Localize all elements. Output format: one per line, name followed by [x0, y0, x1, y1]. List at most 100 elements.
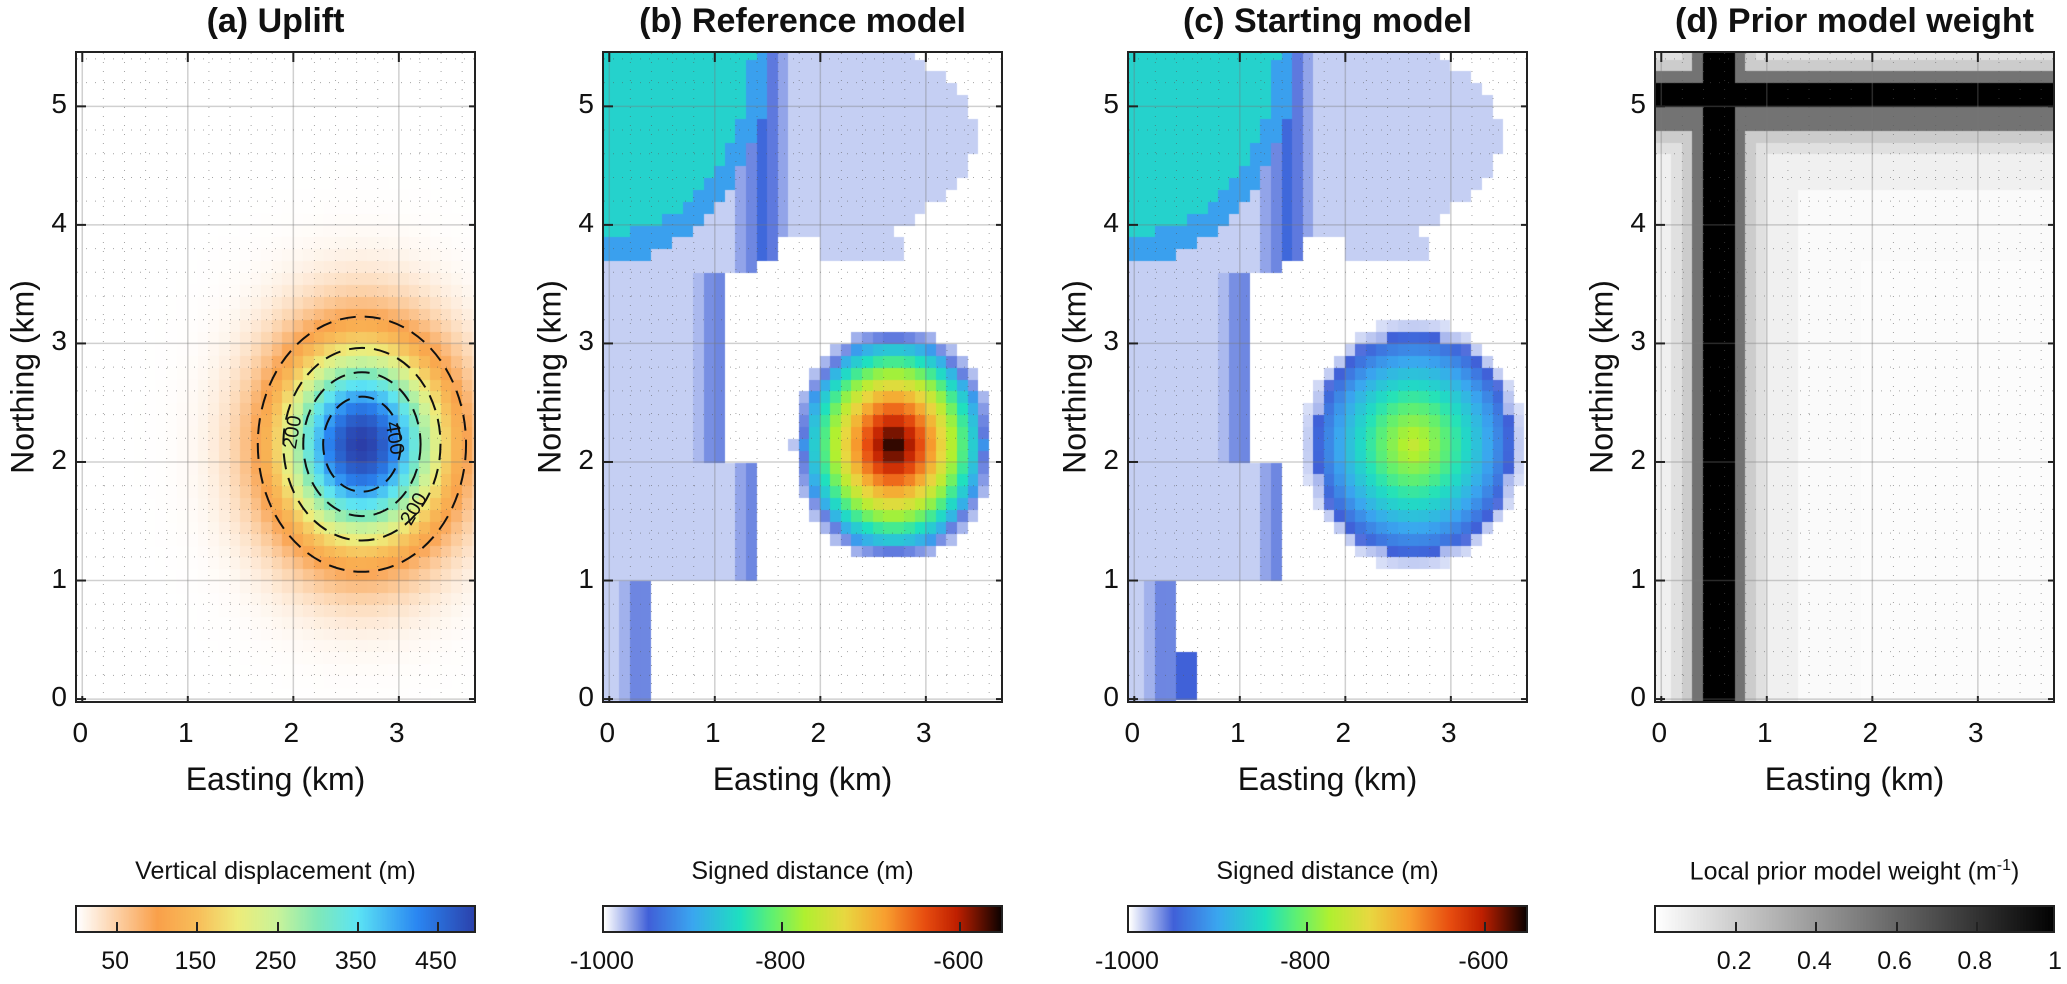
x-tick-label: 2 — [1862, 717, 1879, 748]
panel-c-ylabel: Northing (km) — [1056, 280, 1093, 474]
panel-a-xlabel: Easting (km) — [185, 761, 366, 797]
panel-b-ylabel: Northing (km) — [531, 280, 568, 474]
panel-c-heatmap — [1129, 53, 1526, 701]
panel-b-plot-area — [602, 51, 1003, 703]
colorbar-tick-label: 0.6 — [1877, 947, 1912, 975]
panel-a-colorbar — [75, 905, 476, 933]
colorbar-tick-mark — [781, 922, 784, 931]
panel-d-plot-area — [1654, 51, 2055, 703]
panel-b-colorbar-title: Signed distance (m) — [691, 857, 914, 885]
x-tick-label: 0 — [1124, 717, 1141, 748]
colorbar-tick-mark — [276, 922, 279, 931]
x-tick-label: 0 — [72, 717, 89, 748]
x-tick-label: 2 — [283, 717, 300, 748]
colorbar-tick-mark — [356, 922, 359, 931]
y-tick-label: 1 — [1103, 562, 1119, 594]
panel-d-colorbar — [1654, 905, 2055, 933]
panel-d-colorbar-title-main: Local prior model weight (m — [1689, 857, 1997, 886]
y-tick-label: 5 — [1630, 88, 1646, 120]
colorbar-tick-label: -800 — [1280, 947, 1331, 975]
panel-d-colorbar-title-sup: -1 — [1996, 857, 2011, 874]
colorbar-tick-label: -800 — [755, 947, 806, 975]
y-tick-label: 5 — [51, 88, 67, 120]
y-tick-label: 5 — [1103, 88, 1119, 120]
panel-a-colorbar-title: Vertical displacement (m) — [135, 857, 416, 885]
panel-b-title: (b) Reference model — [639, 2, 966, 40]
y-tick-label: 3 — [1630, 325, 1646, 357]
colorbar-tick-label: -1000 — [1095, 947, 1159, 975]
panel-a-plot-area: 200 400 200 — [75, 51, 476, 703]
panel-a-ylabel: Northing (km) — [4, 280, 41, 474]
panel-d-colorbar-title-end: ) — [2010, 857, 2020, 886]
y-tick-label: 4 — [51, 206, 67, 238]
y-tick-label: 4 — [1103, 206, 1119, 238]
panel-b-heatmap — [604, 53, 1001, 701]
y-tick-label: 3 — [1103, 325, 1119, 357]
y-tick-label: 4 — [1630, 206, 1646, 238]
x-tick-label: 1 — [1230, 717, 1246, 748]
x-tick-label: 1 — [1757, 717, 1773, 748]
y-tick-label: 2 — [578, 443, 594, 475]
x-tick-label: 0 — [599, 717, 616, 748]
colorbar-tick-mark — [1306, 922, 1309, 931]
panel-c-colorbar-gradient — [1129, 907, 1526, 931]
colorbar-tick-mark — [1735, 922, 1738, 931]
panel-d-xlabel: Easting (km) — [1764, 761, 1945, 797]
x-tick-label: 3 — [389, 717, 405, 748]
y-tick-label: 0 — [578, 681, 594, 713]
colorbar-tick-label: 0.2 — [1716, 947, 1752, 975]
panel-b-colorbar-gradient — [604, 907, 1001, 931]
x-tick-label: 3 — [1441, 717, 1457, 748]
panel-d-ylabel: Northing (km) — [1583, 280, 1620, 474]
colorbar-tick-label: -1000 — [570, 947, 634, 975]
colorbar-tick-mark — [1815, 922, 1818, 931]
colorbar-tick-label: 250 — [254, 947, 297, 975]
y-tick-label: 3 — [51, 325, 67, 357]
colorbar-tick-label: 50 — [101, 947, 129, 975]
panel-d-colorbar-gradient — [1656, 907, 2053, 931]
y-tick-label: 0 — [51, 681, 67, 713]
y-tick-label: 1 — [1630, 562, 1646, 594]
panel-a-title: (a) Uplift — [206, 2, 345, 40]
colorbar-tick-label: 150 — [174, 947, 217, 975]
y-tick-label: 5 — [578, 88, 594, 120]
x-tick-label: 2 — [1335, 717, 1352, 748]
colorbar-tick-label: 0.8 — [1957, 947, 1993, 975]
y-tick-label: 1 — [51, 562, 67, 594]
x-tick-label: 2 — [810, 717, 827, 748]
y-tick-label: 0 — [1103, 681, 1119, 713]
colorbar-tick-mark — [1484, 922, 1487, 931]
y-tick-label: 2 — [1103, 443, 1119, 475]
panel-c-colorbar-title: Signed distance (m) — [1216, 857, 1439, 885]
colorbar-tick-label: -600 — [933, 947, 984, 975]
panel-b-xlabel: Easting (km) — [712, 761, 893, 797]
colorbar-tick-label: 350 — [334, 947, 377, 975]
panel-d-colorbar-title: Local prior model weight (m-1) — [1690, 857, 2020, 886]
y-tick-label: 4 — [578, 206, 594, 238]
colorbar-tick-mark — [1895, 922, 1898, 931]
panel-d-title: (d) Prior model weight — [1675, 2, 2034, 40]
colorbar-tick-mark — [1975, 922, 1978, 931]
colorbar-tick-mark — [196, 922, 199, 931]
x-tick-label: 3 — [916, 717, 932, 748]
x-tick-label: 0 — [1651, 717, 1668, 748]
colorbar-tick-label: 450 — [415, 947, 457, 975]
y-tick-label: 1 — [578, 562, 594, 594]
x-tick-label: 1 — [705, 717, 721, 748]
panel-d-heatmap — [1656, 53, 2053, 701]
panel-c-xlabel: Easting (km) — [1237, 761, 1418, 797]
y-tick-label: 0 — [1630, 681, 1646, 713]
colorbar-tick-label: 0.4 — [1797, 947, 1832, 975]
colorbar-tick-mark — [436, 922, 439, 931]
colorbar-tick-mark — [116, 922, 119, 931]
panel-c-title: (c) Starting model — [1182, 2, 1473, 40]
x-tick-label: 1 — [178, 717, 194, 748]
panel-b-colorbar — [602, 905, 1003, 933]
panel-a-heatmap — [77, 53, 474, 701]
x-tick-label: 3 — [1968, 717, 1984, 748]
panel-c-colorbar — [1127, 905, 1528, 933]
colorbar-tick-mark — [959, 922, 962, 931]
y-tick-label: 2 — [1630, 443, 1646, 475]
colorbar-tick-label: -600 — [1458, 947, 1509, 975]
y-tick-label: 3 — [578, 325, 594, 357]
